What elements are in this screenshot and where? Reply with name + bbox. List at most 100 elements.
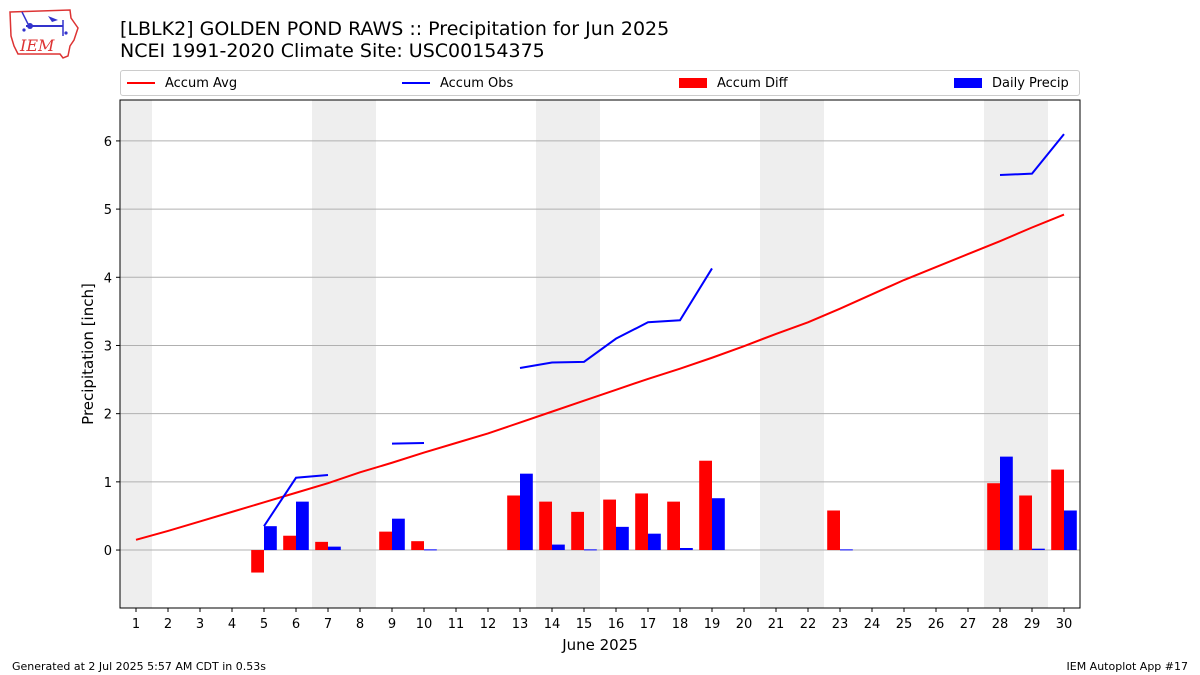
x-tick-label: 13 xyxy=(512,617,529,632)
x-tick-label: 18 xyxy=(672,617,689,632)
bar-daily-precip xyxy=(616,526,629,551)
bar-accum-diff xyxy=(571,511,584,551)
x-tick-label: 6 xyxy=(292,617,300,632)
line-accum-obs xyxy=(391,441,425,445)
line-accum-avg xyxy=(135,213,1065,541)
line-accum-obs xyxy=(999,133,1065,177)
x-tick-label: 29 xyxy=(1024,617,1041,632)
x-tick-label: 20 xyxy=(736,617,753,632)
x-tick-label: 17 xyxy=(640,617,657,632)
chart-legend: Accum Avg Accum Obs Accum Diff Daily Pre… xyxy=(120,70,1080,96)
bar-accum-diff xyxy=(603,499,616,551)
x-tick-label: 2 xyxy=(164,617,172,632)
y-tick-label: 3 xyxy=(104,339,112,354)
bar-daily-precip xyxy=(712,498,725,551)
y-tick-label: 5 xyxy=(104,203,112,218)
x-tick-label: 9 xyxy=(388,617,396,632)
generated-timestamp: Generated at 2 Jul 2025 5:57 AM CDT in 0… xyxy=(12,660,266,673)
bar-daily-precip xyxy=(648,533,661,551)
legend-swatch-accum-obs xyxy=(402,82,430,84)
x-tick-label: 24 xyxy=(864,617,881,632)
bar-daily-precip xyxy=(584,549,597,551)
y-tick-label: 0 xyxy=(104,544,112,559)
x-tick-label: 12 xyxy=(480,617,497,632)
bar-accum-diff xyxy=(827,510,840,551)
x-tick-label: 8 xyxy=(356,617,364,632)
chart-subtitle: NCEI 1991-2020 Climate Site: USC00154375 xyxy=(120,40,545,62)
x-tick-label: 21 xyxy=(768,617,785,632)
x-tick-label: 19 xyxy=(704,617,721,632)
bar-accum-diff xyxy=(411,541,424,551)
bar-accum-diff xyxy=(507,495,520,551)
bar-accum-diff xyxy=(987,483,1000,551)
app-credit: IEM Autoplot App #17 xyxy=(1066,660,1189,673)
svg-text:IEM: IEM xyxy=(19,36,55,55)
x-tick-label: 14 xyxy=(544,617,561,632)
legend-item-accum-obs: Accum Obs xyxy=(402,71,513,95)
legend-label-accum-avg: Accum Avg xyxy=(165,75,238,91)
x-tick-label: 10 xyxy=(416,617,433,632)
y-tick-label: 2 xyxy=(104,408,112,423)
x-tick-label: 25 xyxy=(896,617,913,632)
x-tick-label: 23 xyxy=(832,617,849,632)
bar-daily-precip xyxy=(680,547,693,551)
bar-accum-diff xyxy=(699,460,712,551)
x-tick-label: 27 xyxy=(960,617,977,632)
legend-swatch-daily-precip xyxy=(954,78,982,88)
legend-item-accum-diff: Accum Diff xyxy=(679,71,788,95)
bar-daily-precip xyxy=(392,518,405,551)
bar-daily-precip xyxy=(520,473,533,551)
legend-item-accum-avg: Accum Avg xyxy=(127,71,237,95)
legend-swatch-accum-avg xyxy=(127,82,155,84)
line-accum-obs xyxy=(263,474,329,527)
bar-daily-precip xyxy=(552,544,565,551)
bar-accum-diff xyxy=(667,501,680,551)
x-tick-label: 28 xyxy=(992,617,1009,632)
y-axis-label: Precipitation [inch] xyxy=(79,283,97,425)
bar-daily-precip xyxy=(1032,548,1045,551)
line-accum-obs xyxy=(519,267,713,369)
x-tick-label: 16 xyxy=(608,617,625,632)
bar-daily-precip xyxy=(264,526,277,551)
bar-daily-precip xyxy=(1064,510,1077,551)
x-tick-label: 5 xyxy=(260,617,268,632)
bar-daily-precip xyxy=(328,546,341,551)
weekend-band xyxy=(312,100,376,608)
bar-accum-diff xyxy=(539,501,552,551)
weekend-band xyxy=(120,100,152,608)
legend-label-accum-obs: Accum Obs xyxy=(440,75,514,91)
y-tick-label: 4 xyxy=(104,271,112,286)
bar-accum-diff xyxy=(379,531,392,551)
bar-daily-precip xyxy=(840,549,853,551)
plot-frame xyxy=(119,99,1081,609)
y-tick-label: 6 xyxy=(104,135,112,150)
x-tick-label: 1 xyxy=(132,617,140,632)
legend-label-daily-precip: Daily Precip xyxy=(992,75,1069,91)
bar-accum-diff xyxy=(251,550,264,573)
bar-accum-diff xyxy=(635,493,648,551)
y-tick-label: 1 xyxy=(104,476,112,491)
bar-accum-diff xyxy=(1019,495,1032,551)
x-tick-label: 7 xyxy=(324,617,332,632)
legend-swatch-accum-diff xyxy=(679,78,707,88)
x-tick-label: 11 xyxy=(448,617,465,632)
x-tick-label: 3 xyxy=(196,617,204,632)
x-tick-label: 26 xyxy=(928,617,945,632)
chart-title: [LBLK2] GOLDEN POND RAWS :: Precipitatio… xyxy=(120,18,670,40)
weekend-band xyxy=(760,100,824,608)
iem-logo: IEM xyxy=(8,6,80,60)
bar-accum-diff xyxy=(283,535,296,551)
x-axis-label: June 2025 xyxy=(561,636,638,654)
legend-item-daily-precip: Daily Precip xyxy=(954,71,1069,95)
bar-daily-precip xyxy=(424,549,437,551)
bar-daily-precip xyxy=(1000,456,1013,551)
bar-daily-precip xyxy=(296,501,309,551)
x-tick-label: 4 xyxy=(228,617,236,632)
x-tick-label: 30 xyxy=(1056,617,1073,632)
bar-accum-diff xyxy=(1051,469,1064,551)
x-tick-label: 22 xyxy=(800,617,817,632)
x-tick-label: 15 xyxy=(576,617,593,632)
legend-label-accum-diff: Accum Diff xyxy=(717,75,788,91)
bar-accum-diff xyxy=(315,541,328,551)
